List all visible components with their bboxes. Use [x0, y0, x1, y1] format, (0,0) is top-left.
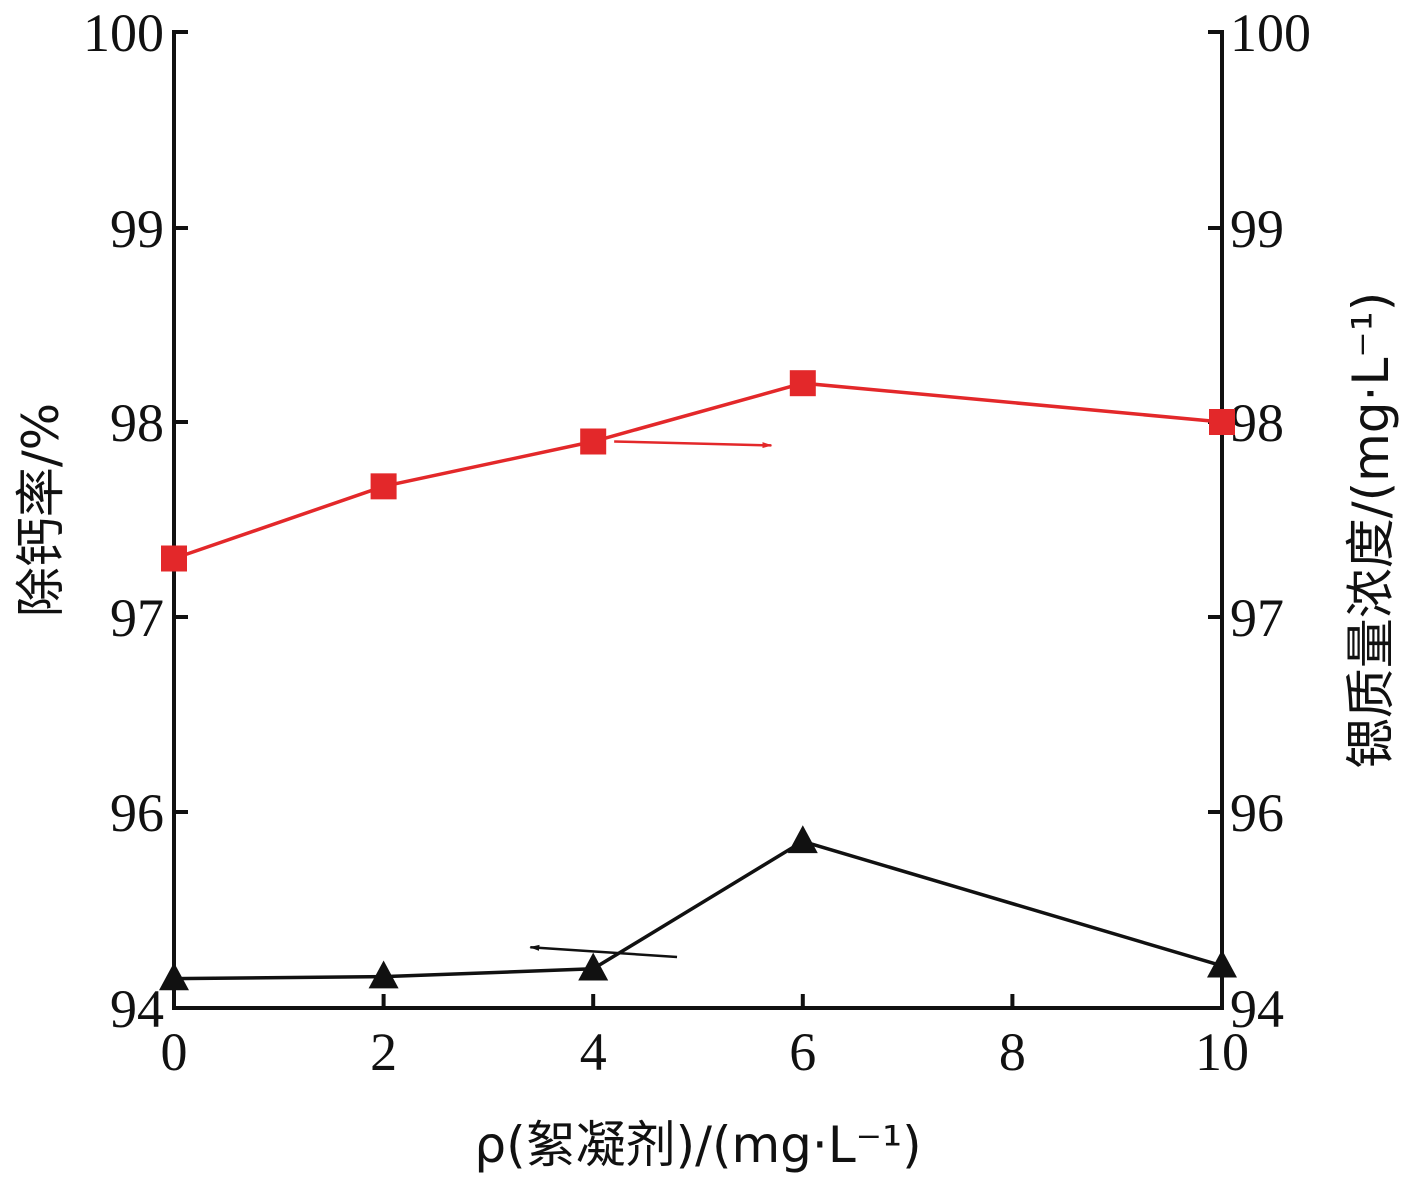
- right-axis-title: 锶质量浓度/(mg·L⁻¹): [1342, 292, 1400, 769]
- left-axis-ticks: 94 96 97 98 99 100: [83, 3, 188, 1039]
- x-tick-label: 0: [161, 1022, 188, 1082]
- series-0-point: [370, 473, 397, 500]
- right-tick-label: 100: [1230, 3, 1311, 63]
- left-tick-label: 98: [110, 393, 164, 453]
- left-axis-title: 除钙率/%: [12, 403, 70, 617]
- x-axis-ticks: 0 2 4 6 8 10: [161, 994, 1249, 1082]
- series-0-point: [161, 545, 187, 572]
- right-tick-label: 99: [1230, 199, 1284, 259]
- series-0-point: [580, 428, 607, 455]
- series-0-line: [173, 381, 1223, 561]
- right-tick-label: 97: [1230, 588, 1284, 648]
- series-1-point: [787, 825, 818, 854]
- x-tick-label: 4: [580, 1022, 607, 1082]
- series-1-point: [1207, 949, 1237, 978]
- series-1-point: [368, 960, 399, 989]
- right-tick-label: 98: [1230, 393, 1284, 453]
- annotation-layer: [529, 440, 773, 959]
- right-tick-label: 94: [1230, 979, 1284, 1039]
- x-tick-label: 8: [999, 1022, 1026, 1082]
- right-axis-ticks: 94 96 97 98 99 100: [1208, 3, 1311, 1039]
- left-tick-label: 100: [83, 3, 164, 63]
- x-tick-label: 2: [370, 1022, 397, 1082]
- left-tick-label: 99: [110, 199, 164, 259]
- x-tick-label: 10: [1195, 1022, 1249, 1082]
- x-tick-label: 6: [789, 1022, 816, 1082]
- right-tick-label: 96: [1230, 783, 1284, 843]
- left-tick-label: 94: [110, 979, 164, 1039]
- series-1-line: [173, 839, 1223, 981]
- series-0-point: [789, 370, 816, 397]
- series-1-point: [159, 962, 189, 991]
- annotation-arrow-1: [529, 944, 678, 959]
- left-tick-label: 96: [110, 783, 164, 843]
- series-1-point: [578, 952, 609, 981]
- x-axis-title: ρ(絮凝剂)/(mg·L⁻¹): [474, 1116, 921, 1174]
- annotation-arrow-0: [614, 440, 773, 449]
- left-tick-label: 97: [110, 588, 164, 648]
- series-0-point: [1209, 409, 1235, 435]
- series-layer: [159, 370, 1237, 991]
